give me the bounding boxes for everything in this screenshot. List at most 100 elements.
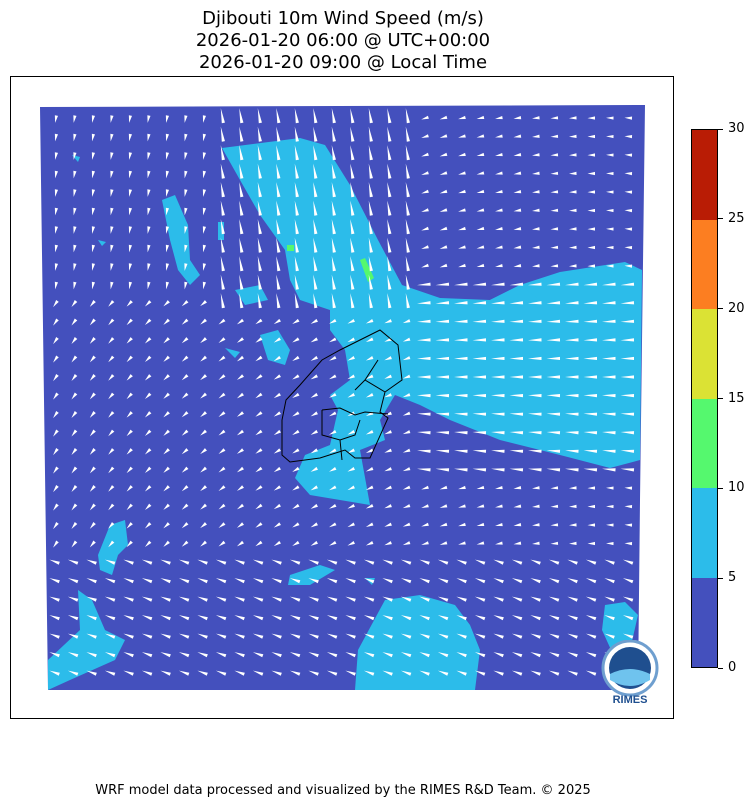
- wind-arrow: [491, 431, 505, 435]
- colorbar-tick: [718, 398, 723, 399]
- wind-arrow: [476, 152, 485, 157]
- wind-arrow: [495, 263, 503, 268]
- wind-arrow: [548, 633, 560, 639]
- wind-arrow: [289, 670, 301, 676]
- wind-arrow: [365, 504, 374, 509]
- wind-arrow: [528, 375, 542, 379]
- wind-arrow: [495, 245, 503, 249]
- wind-arrow: [530, 596, 541, 602]
- wind-arrow: [384, 430, 392, 435]
- wind-arrow: [255, 448, 263, 454]
- wind-arrow: [550, 541, 559, 545]
- wind-arrow: [255, 503, 263, 510]
- wind-arrow: [126, 318, 133, 326]
- wind-arrow: [472, 449, 487, 453]
- wind-arrow: [91, 115, 96, 123]
- wind-arrow: [141, 670, 153, 676]
- wind-arrow: [53, 355, 59, 363]
- wind-arrow: [439, 522, 448, 527]
- wind-arrow: [91, 189, 96, 197]
- colorbar-tick-label: 15: [728, 390, 745, 406]
- wind-arrow: [439, 189, 448, 194]
- wind-arrow: [200, 392, 207, 399]
- wind-arrow: [532, 504, 540, 508]
- wind-arrow: [313, 145, 318, 161]
- wind-arrow: [236, 466, 244, 473]
- wind-arrow: [147, 263, 151, 271]
- wind-arrow: [331, 145, 336, 161]
- wind-arrow: [530, 670, 541, 676]
- wind-arrow: [202, 226, 207, 234]
- wind-arrow: [513, 504, 522, 508]
- wind-arrow: [384, 485, 392, 490]
- wind-arrow: [405, 219, 410, 235]
- wind-arrow: [624, 486, 633, 490]
- wind-arrow: [530, 633, 541, 639]
- wind-arrow: [437, 652, 449, 658]
- wind-arrow: [273, 466, 281, 473]
- wind-arrow: [602, 356, 616, 361]
- wind-arrow: [509, 282, 524, 286]
- wind-arrow: [350, 274, 355, 290]
- wind-arrow: [202, 244, 207, 253]
- wind-arrow: [458, 245, 466, 249]
- wind-arrow: [276, 274, 281, 290]
- wind-arrow: [104, 559, 116, 565]
- wind-arrow: [147, 244, 151, 253]
- wind-arrow: [528, 356, 542, 361]
- wind-arrow: [71, 337, 78, 344]
- wind-arrow: [602, 375, 616, 379]
- wind-arrow: [53, 522, 59, 530]
- wind-arrow: [252, 633, 264, 639]
- wind-arrow: [147, 281, 151, 290]
- wind-arrow: [382, 670, 393, 676]
- wind-arrow: [178, 633, 190, 639]
- wind-arrow: [292, 318, 300, 325]
- wind-arrow: [178, 615, 190, 621]
- wind-arrow: [347, 485, 355, 491]
- wind-arrow: [202, 207, 207, 216]
- wind-arrow: [271, 596, 282, 602]
- wind-arrow: [144, 485, 152, 492]
- wind-arrow: [476, 245, 485, 249]
- wind-arrow: [126, 392, 133, 400]
- wind-arrow: [53, 503, 59, 511]
- wind-arrow: [363, 596, 375, 602]
- wind-arrow: [73, 170, 77, 179]
- wind-arrow: [110, 263, 114, 271]
- wind-arrow: [89, 411, 96, 418]
- wind-arrow: [363, 670, 375, 676]
- wind-arrow: [624, 523, 633, 527]
- wind-arrow: [493, 652, 504, 658]
- wind-arrow: [255, 337, 263, 343]
- wind-arrow: [405, 163, 410, 179]
- wind-arrow: [200, 411, 207, 418]
- wind-arrow: [178, 652, 190, 658]
- wind-arrow: [532, 116, 540, 120]
- wind-arrow: [89, 540, 96, 548]
- wind-arrow: [546, 468, 561, 472]
- wind-arrow: [456, 615, 467, 621]
- wind-arrow: [49, 633, 60, 639]
- wind-arrow: [472, 375, 487, 379]
- wind-arrow: [108, 503, 115, 511]
- wind-arrow: [493, 596, 504, 602]
- wind-arrow: [368, 274, 373, 290]
- wind-arrow: [587, 190, 596, 194]
- wind-arrow: [476, 504, 485, 508]
- wind-arrow: [202, 263, 207, 271]
- wind-arrow: [91, 281, 96, 290]
- wind-arrow: [458, 189, 466, 194]
- wind-arrow: [511, 578, 523, 584]
- wind-arrow: [313, 163, 318, 179]
- wind-arrow: [89, 318, 96, 326]
- wind-arrow: [400, 596, 412, 602]
- wind-arrow: [91, 226, 96, 234]
- wind-arrow: [624, 209, 633, 213]
- wind-arrow: [550, 227, 559, 231]
- wind-arrow: [476, 263, 485, 268]
- wind-arrow: [255, 429, 263, 436]
- wind-arrow: [234, 559, 245, 565]
- wind-arrow: [476, 541, 485, 545]
- wind-arrow: [437, 559, 449, 565]
